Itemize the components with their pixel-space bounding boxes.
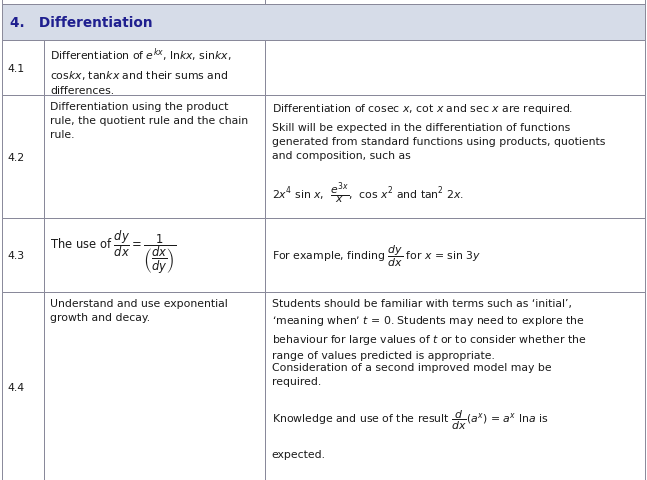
- Bar: [2, 41, 44, 96]
- Text: 4.2: 4.2: [7, 152, 24, 162]
- Bar: [2, 96, 44, 218]
- Bar: [265, 293, 645, 480]
- Bar: [2, 0, 265, 5]
- Text: 4.   Differentiation: 4. Differentiation: [10, 16, 152, 30]
- Text: Skill will be expected in the differentiation of functions
generated from standa: Skill will be expected in the differenti…: [272, 122, 605, 160]
- Bar: [265, 218, 645, 293]
- Bar: [2, 293, 44, 480]
- Text: 4.4: 4.4: [7, 383, 24, 393]
- Text: Differentiation of cosec $x$, cot $x$ and sec $x$ are required.: Differentiation of cosec $x$, cot $x$ an…: [272, 102, 573, 116]
- Text: 4.3: 4.3: [7, 251, 24, 261]
- Bar: [44, 218, 265, 293]
- Bar: [44, 293, 265, 480]
- Bar: [2, 5, 645, 41]
- Text: For example, finding $\dfrac{dy}{dx}$ for $x$ = sin 3$y$: For example, finding $\dfrac{dy}{dx}$ fo…: [272, 243, 481, 268]
- Text: Consideration of a second improved model may be
required.: Consideration of a second improved model…: [272, 362, 551, 386]
- Text: Differentiation using the product
rule, the quotient rule and the chain
rule.: Differentiation using the product rule, …: [50, 102, 248, 140]
- Text: expected.: expected.: [272, 449, 325, 459]
- Text: Differentiation of $e^{kx}$, ln$kx$, sin$kx$,
cos$kx$, tan$kx$ and their sums an: Differentiation of $e^{kx}$, ln$kx$, sin…: [50, 47, 232, 96]
- Bar: [265, 41, 645, 96]
- Text: Students should be familiar with terms such as ‘initial’,
‘meaning when’ $t$ = 0: Students should be familiar with terms s…: [272, 299, 586, 360]
- Bar: [44, 41, 265, 96]
- Text: Knowledge and use of the result $\dfrac{d}{dx}$($a^x$) = $a^x$ ln$a$ is: Knowledge and use of the result $\dfrac{…: [272, 408, 548, 432]
- Text: The use of $\dfrac{dy}{dx} = \dfrac{1}{\left(\dfrac{dx}{dy}\right)}$: The use of $\dfrac{dy}{dx} = \dfrac{1}{\…: [50, 228, 177, 276]
- Text: Understand and use exponential
growth and decay.: Understand and use exponential growth an…: [50, 299, 228, 323]
- Bar: [265, 96, 645, 218]
- Bar: [44, 96, 265, 218]
- Bar: [265, 0, 645, 5]
- Text: 4.1: 4.1: [7, 63, 24, 73]
- Text: $2x^4$ sin $x$,  $\dfrac{e^{3x}}{x}$,  cos $x^2$ and tan$^2$ $2x$.: $2x^4$ sin $x$, $\dfrac{e^{3x}}{x}$, cos…: [272, 180, 464, 206]
- Bar: [2, 218, 44, 293]
